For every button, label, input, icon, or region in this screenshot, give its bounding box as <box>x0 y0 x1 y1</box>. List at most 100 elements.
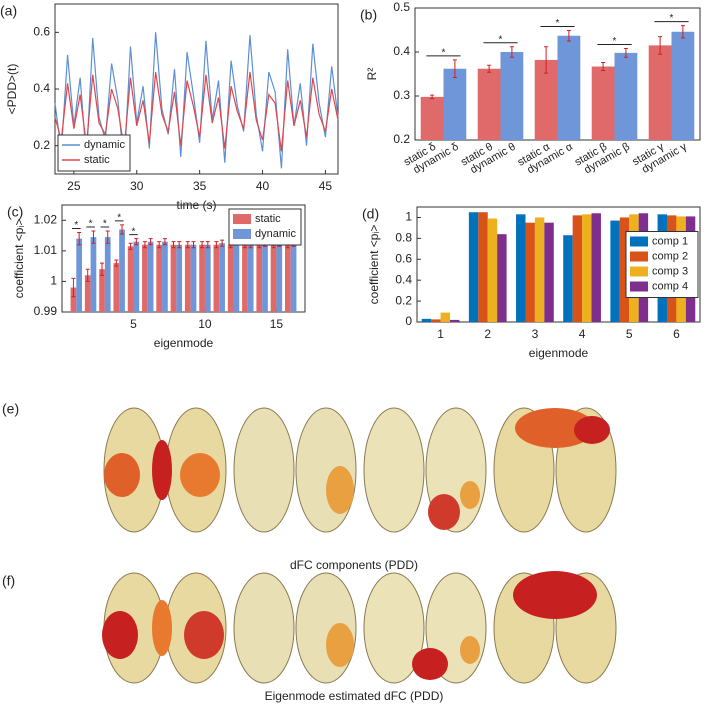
error-bar <box>177 241 182 249</box>
error-bar <box>77 232 82 246</box>
bar <box>113 263 120 312</box>
x-tick-label: 10 <box>198 317 212 331</box>
error-bar <box>220 239 225 247</box>
bar <box>557 35 581 140</box>
line <box>54 71 339 152</box>
y-tick-label: 0.4 <box>395 272 412 286</box>
error-bar <box>658 36 663 55</box>
y-tick-label: 1 <box>50 274 57 288</box>
error-bar <box>157 241 162 249</box>
y-tick-label: 0.6 <box>33 25 50 39</box>
bar <box>156 244 163 312</box>
bar <box>84 275 91 312</box>
bar <box>487 218 498 322</box>
y-axis-label: coefficient <pᵢ> <box>12 219 26 299</box>
error-bar <box>191 241 196 249</box>
error-bar <box>105 230 110 244</box>
y-tick-label: 0.2 <box>33 138 50 152</box>
error-bar <box>171 241 176 249</box>
bar <box>478 212 488 322</box>
y-tick-label: 0.3 <box>393 88 410 102</box>
error-bar <box>142 241 147 249</box>
legend-label: comp 2 <box>652 250 688 262</box>
y-tick-label: 0.5 <box>393 0 410 14</box>
legend-label: static <box>255 213 281 225</box>
error-bar <box>487 64 492 73</box>
bar <box>431 319 441 322</box>
y-tick-label: 1.01 <box>34 243 58 257</box>
bar <box>443 68 467 140</box>
bar <box>534 59 558 140</box>
error-bar <box>430 94 435 100</box>
bar <box>190 244 197 312</box>
error-bar <box>544 46 549 74</box>
x-tick-label: 40 <box>256 179 270 193</box>
significance-label: * <box>117 213 121 224</box>
legend-swatch <box>630 266 648 277</box>
bar <box>610 220 620 322</box>
error-bar <box>85 268 90 282</box>
bar <box>525 222 535 322</box>
brain-panel: (e) dFC components (PDD) <box>2 401 617 572</box>
significance-label: * <box>442 48 446 59</box>
bar <box>262 243 268 312</box>
bar <box>247 244 254 312</box>
legend-label: dynamic <box>255 228 296 240</box>
bar <box>648 45 672 140</box>
error-bar <box>509 46 514 58</box>
bar <box>450 319 460 322</box>
bar <box>90 237 97 312</box>
bar <box>204 244 211 312</box>
y-tick-label: 1.02 <box>34 212 58 226</box>
bar <box>270 244 277 312</box>
error-bar <box>134 238 139 246</box>
legend-swatch <box>630 281 648 292</box>
significance-label: * <box>89 219 93 230</box>
bar <box>591 66 615 140</box>
brains-row <box>103 407 617 533</box>
x-tick-label: 6 <box>673 327 680 341</box>
error-bar <box>100 262 105 276</box>
bar <box>256 244 263 312</box>
y-tick-label: 1 <box>405 210 412 224</box>
panel-label: (b) <box>360 7 377 23</box>
bar <box>70 287 77 312</box>
y-tick-label: 0.2 <box>395 293 412 307</box>
bar <box>219 243 225 312</box>
bar <box>421 318 432 322</box>
y-tick-label: 0.6 <box>395 251 412 265</box>
bar <box>563 235 573 322</box>
legend-swatch <box>630 236 648 247</box>
bar <box>242 244 248 312</box>
bar <box>544 222 554 322</box>
significance-label: * <box>103 219 107 230</box>
bar <box>534 217 545 322</box>
bar <box>133 241 140 312</box>
error-bar <box>601 62 606 71</box>
error-bar <box>200 241 205 249</box>
significance-label: * <box>132 226 136 237</box>
error-bar <box>120 224 125 235</box>
bar <box>572 215 583 322</box>
y-tick-label: 0.2 <box>393 132 410 146</box>
x-tick-label: 25 <box>67 179 81 193</box>
bar <box>619 217 630 322</box>
error-bar <box>214 241 219 249</box>
bar <box>614 52 638 140</box>
bar <box>142 244 148 312</box>
significance-label: * <box>670 13 674 24</box>
y-tick-label: 0.8 <box>395 231 412 245</box>
significance-label: * <box>74 220 78 231</box>
legend-swatch <box>233 229 251 239</box>
x-axis-label: eigenmode <box>529 346 589 360</box>
error-bar <box>148 238 153 246</box>
bar <box>516 214 526 322</box>
significance-label: * <box>613 36 617 47</box>
caption: Eigenmode estimated dFC (PDD) <box>265 689 444 703</box>
bar <box>440 312 451 322</box>
error-bar <box>623 47 628 58</box>
x-tick-label: 4 <box>579 327 586 341</box>
error-bar <box>566 29 571 42</box>
legend-label: static <box>84 154 110 166</box>
error-bar <box>205 241 210 249</box>
